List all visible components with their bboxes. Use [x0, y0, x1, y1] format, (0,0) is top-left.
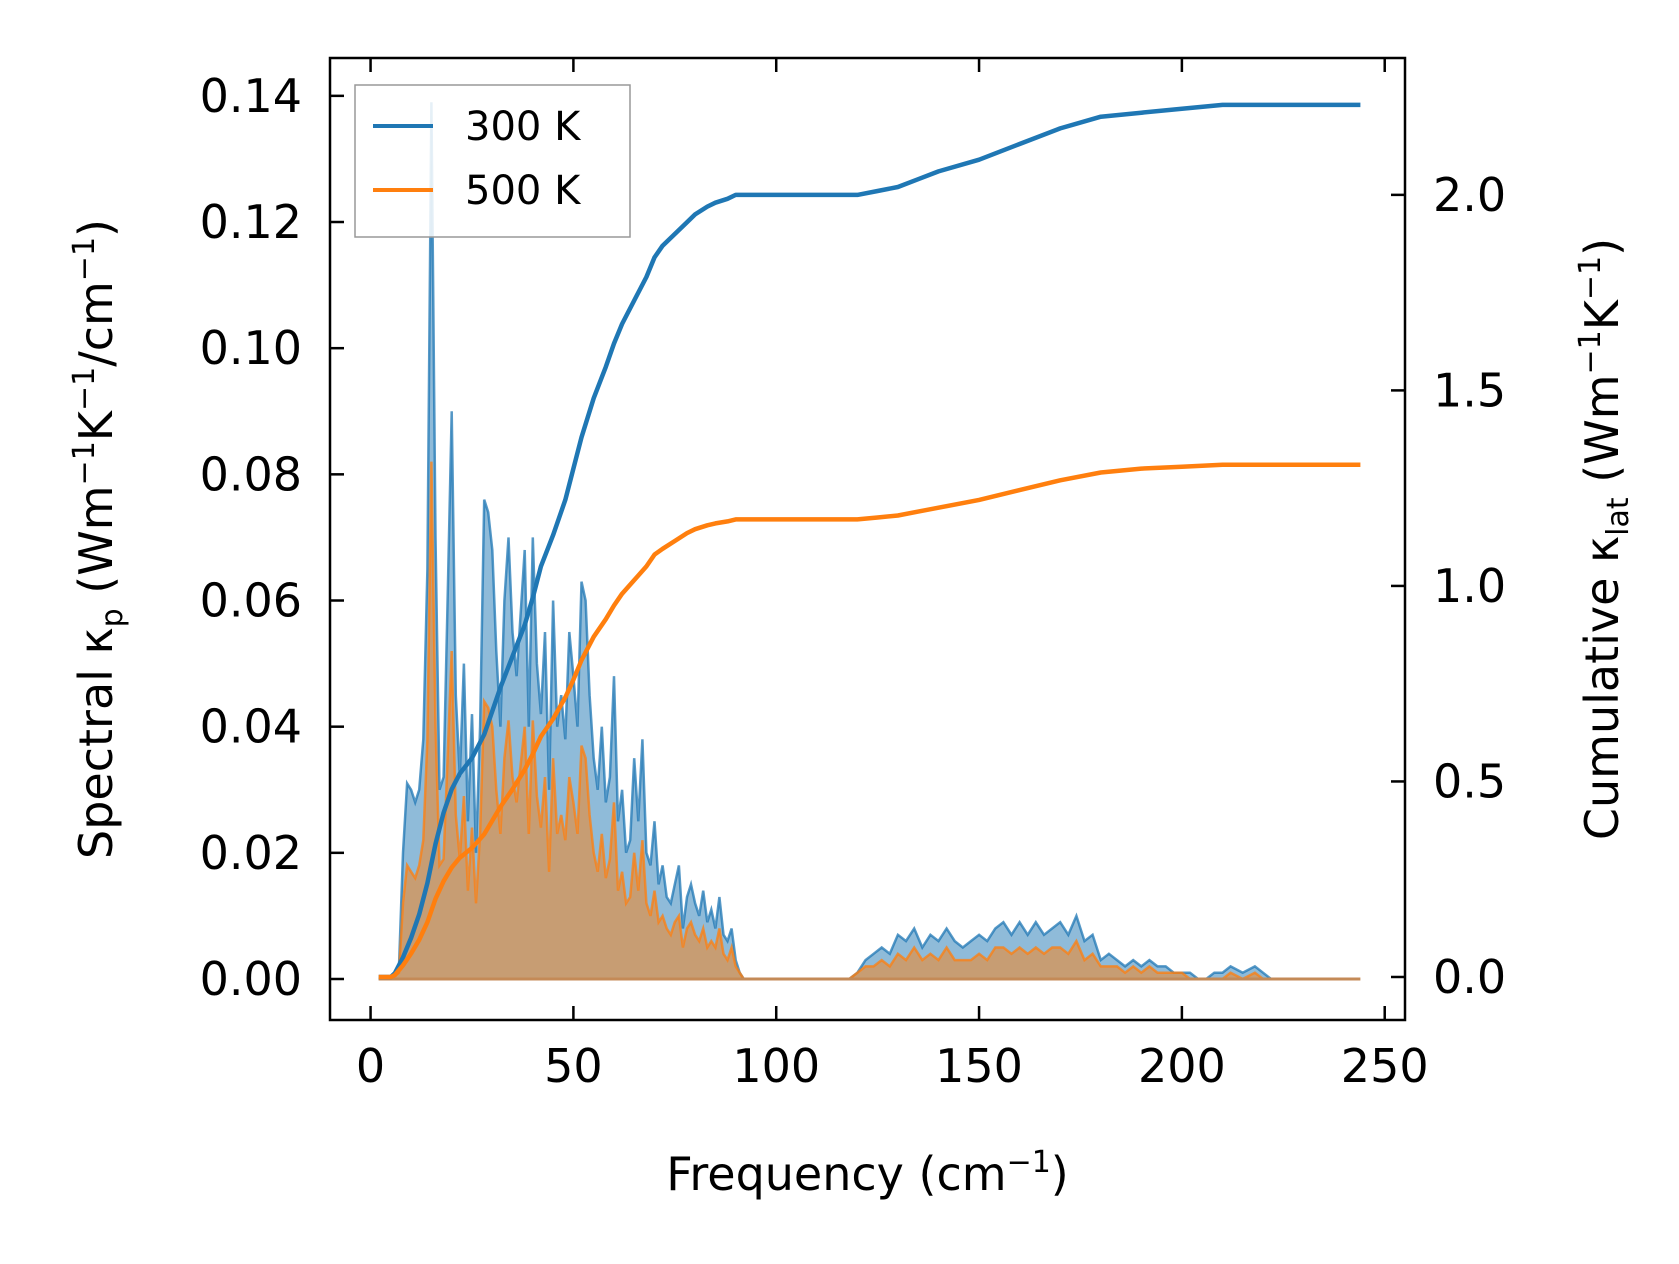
y-left-tick-label: 0.04	[200, 700, 302, 754]
left-y-axis-title: Spectral κp (Wm−1K−1/cm−1)	[67, 219, 130, 859]
x-axis-title: Frequency (cm−1)	[666, 1145, 1069, 1201]
x-tick-label: 250	[1341, 1039, 1429, 1093]
legend: 300 K 500 K	[354, 84, 631, 238]
spectral-area-500k	[378, 461, 1296, 979]
legend-label-500k: 500 K	[465, 168, 582, 214]
right-y-axis-title: Cumulative κlat (Wm−1K−1)	[1573, 238, 1636, 840]
y-left-tick-label: 0.06	[200, 574, 302, 628]
x-tick-label: 100	[732, 1039, 820, 1093]
y-right-tick-label: 0.5	[1433, 754, 1506, 808]
y-left-tick-label: 0.12	[200, 195, 302, 249]
y-left-tick-label: 0.14	[200, 69, 302, 123]
cumulative-line-300k	[378, 102, 1361, 980]
y-right-tick-label: 1.0	[1433, 559, 1506, 613]
x-tick-label: 150	[935, 1039, 1023, 1093]
y-left-tick-label: 0.08	[200, 447, 302, 501]
x-tick-label: 0	[356, 1039, 385, 1093]
cumulative-line-500k	[378, 462, 1361, 980]
y-right-tick-label: 0.0	[1433, 950, 1506, 1004]
legend-label-300k: 300 K	[465, 104, 582, 150]
plot-frame	[328, 56, 1407, 1022]
legend-box	[354, 84, 631, 238]
cumulative-line-layer	[378, 102, 1361, 980]
y-left-tick-label: 0.10	[200, 321, 302, 375]
y-left-tick-label: 0.00	[200, 952, 302, 1006]
x-tick-label: 50	[544, 1039, 603, 1093]
x-tick-label: 200	[1138, 1039, 1226, 1093]
spectral-line-300k	[378, 102, 1296, 981]
axis-ticks: 0 50 100 150 200 250 0.00 0.02 0.04 0.06 0.08 0.10 0…	[200, 58, 1506, 1093]
y-left-tick-label: 0.02	[200, 826, 302, 880]
y-right-tick-label: 2.0	[1433, 168, 1506, 222]
y-right-tick-label: 1.5	[1433, 363, 1506, 417]
